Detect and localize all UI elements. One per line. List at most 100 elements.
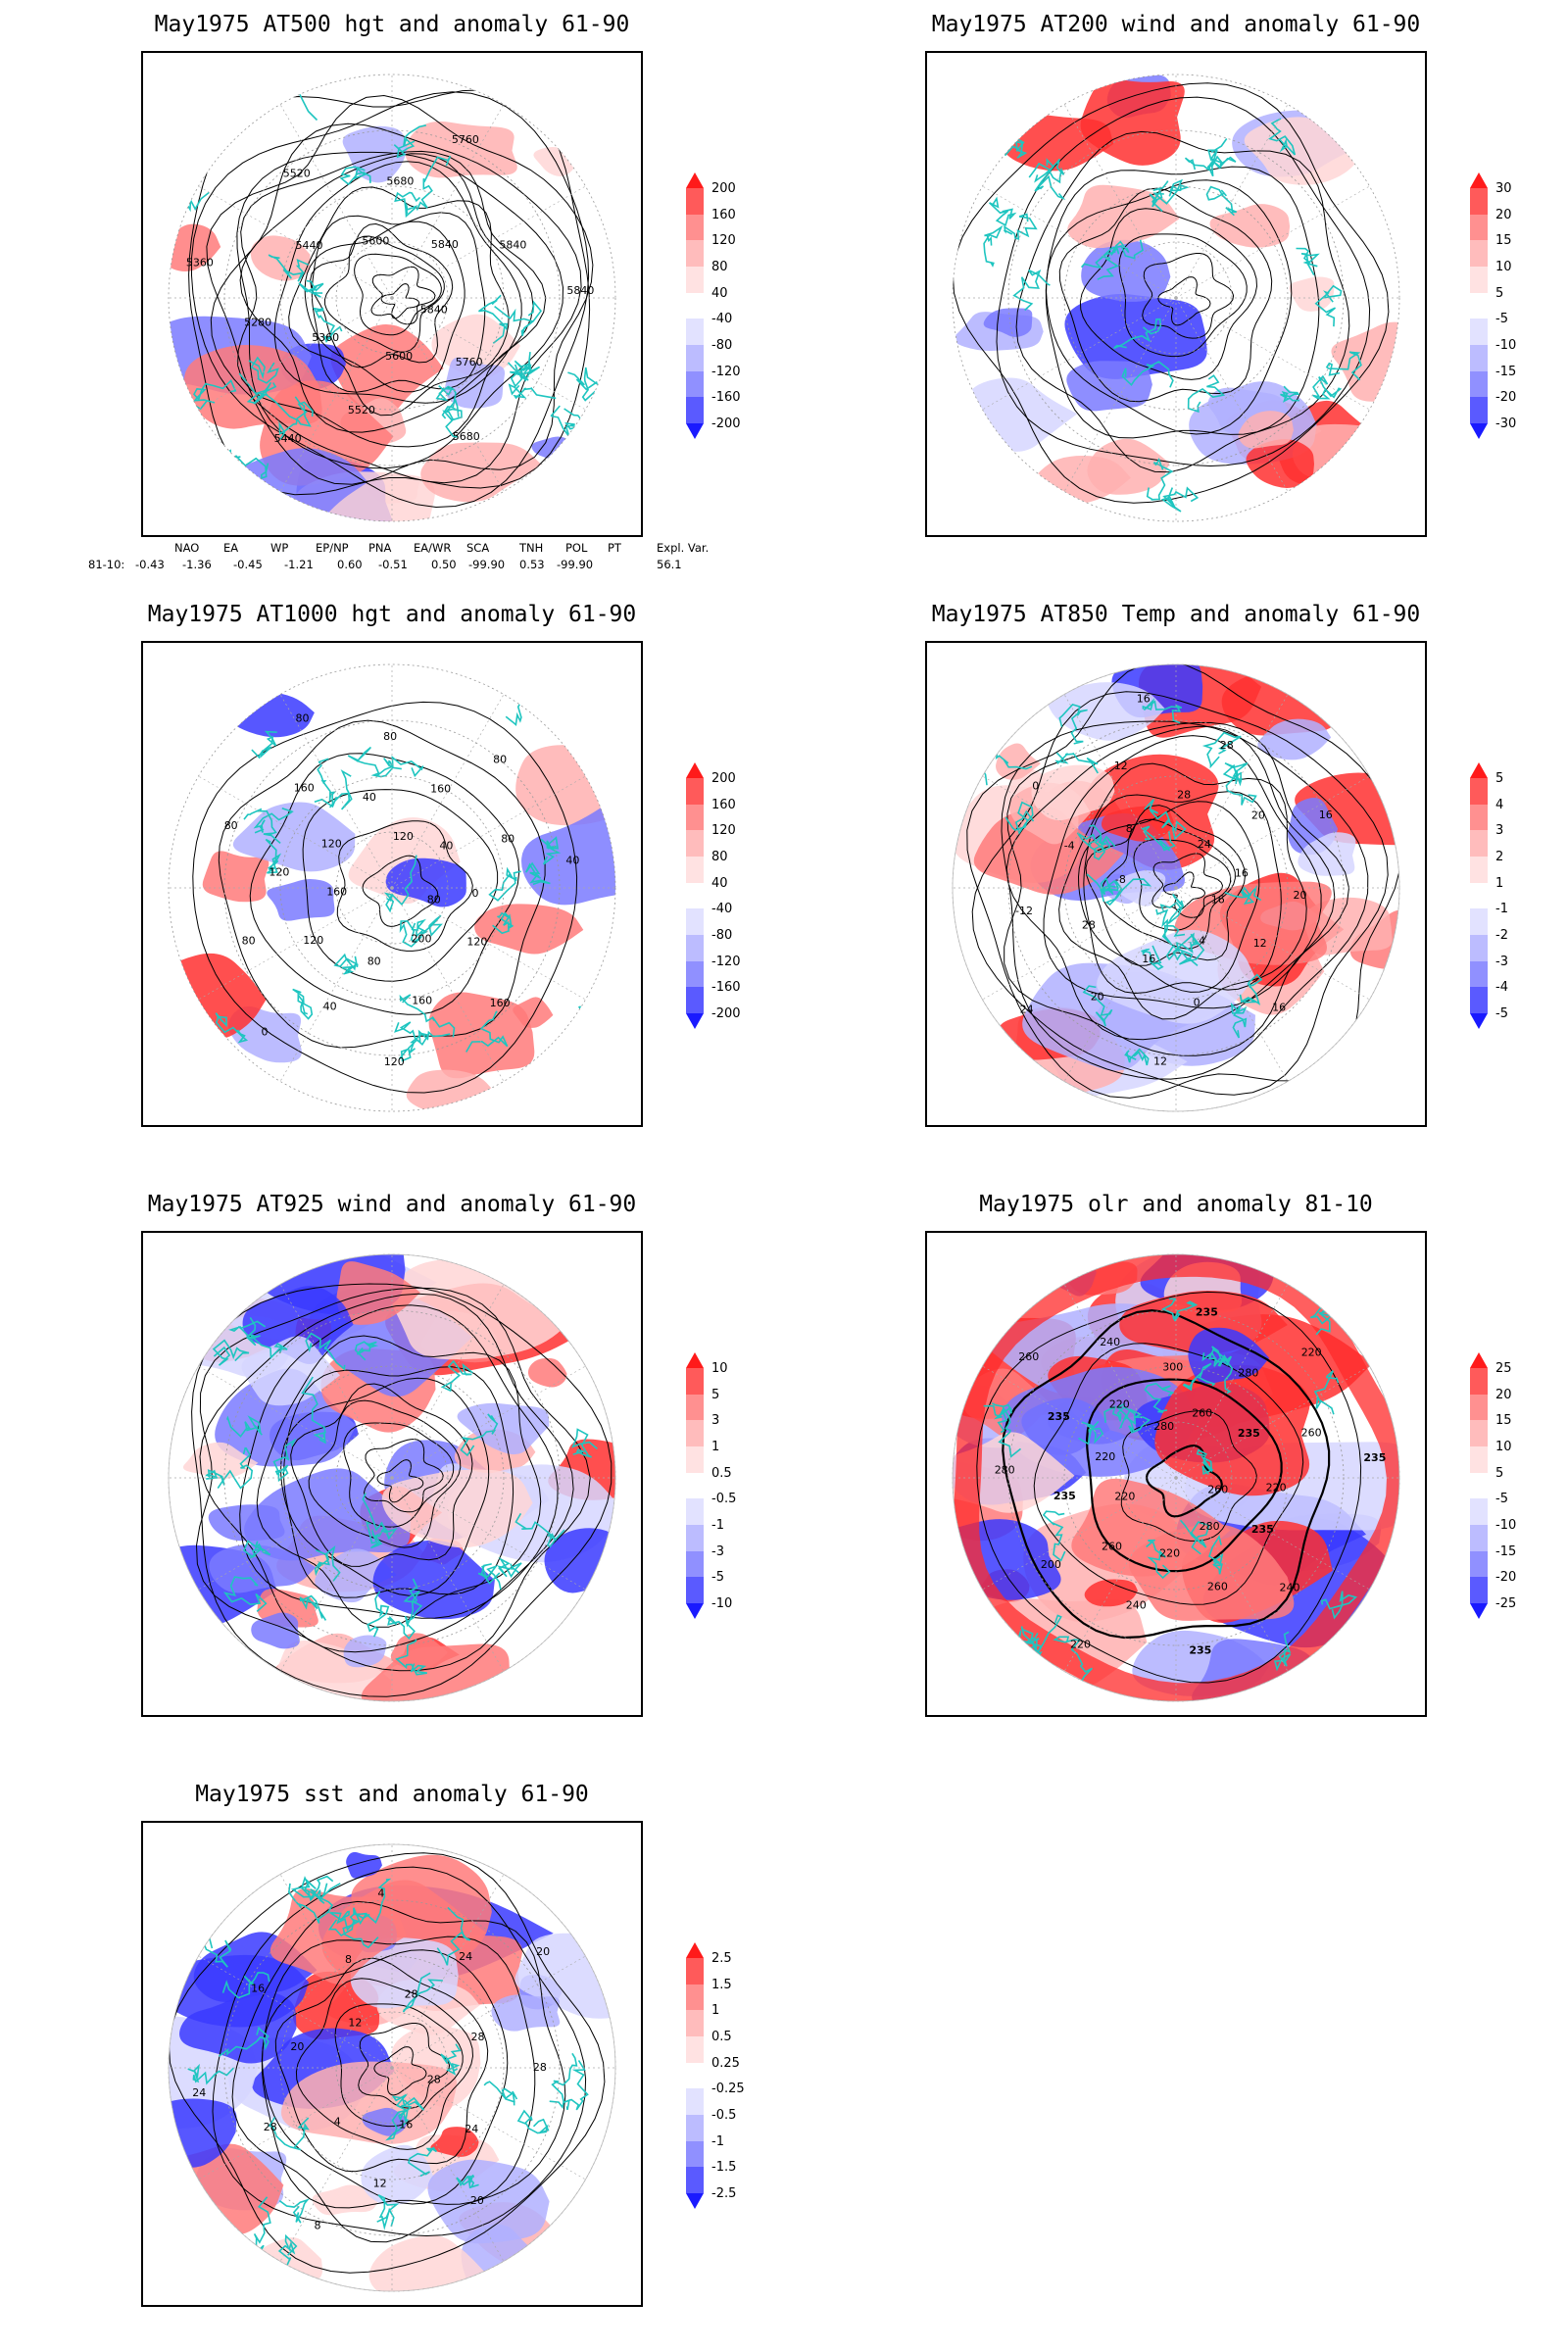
colorbar-label: -2 — [1495, 928, 1508, 943]
contour-label: 20 — [470, 2194, 484, 2207]
contour-label: 28 — [1220, 739, 1234, 752]
colorbar-segment — [686, 2167, 704, 2194]
contour-label: 0 — [1194, 996, 1200, 1008]
contour-label: 260 — [1018, 1350, 1039, 1363]
colorbar-label: -2.5 — [711, 2186, 737, 2201]
colorbar-label: -0.25 — [711, 2082, 745, 2097]
colorbar-segment — [1470, 1420, 1488, 1447]
polar-map — [925, 51, 1427, 537]
colorbar-label: 1.5 — [711, 1977, 732, 1992]
contour-label: 24 — [1198, 838, 1211, 851]
colorbar-label: 10 — [711, 1361, 728, 1376]
contour-label: 16 — [1211, 894, 1225, 906]
colorbar-segment — [686, 857, 704, 884]
contour-label: 235 — [1238, 1427, 1260, 1440]
contour-label: 5840 — [566, 284, 594, 297]
contour-label: 5360 — [186, 256, 214, 269]
colorbar-segment — [686, 2010, 704, 2037]
colorbar-segment — [1470, 882, 1488, 909]
colorbar-label: 1 — [1495, 875, 1504, 891]
contour-label: 5840 — [431, 238, 459, 251]
contour-label: 80 — [224, 819, 238, 832]
contour-label: 8 — [1126, 822, 1133, 835]
colorbar-segment — [1470, 214, 1488, 241]
contour-label: 80 — [383, 730, 397, 743]
contour-label: 4 — [377, 1887, 384, 1900]
col-eawr: EA/WR — [414, 541, 452, 555]
contour-label: 5760 — [456, 356, 483, 368]
colorbar-segment — [1470, 830, 1488, 858]
colorbar-segment — [686, 397, 704, 424]
colorbar-label: -20 — [1495, 390, 1517, 406]
contour-label: 5600 — [385, 350, 413, 363]
panel-at925-wind: May1975 AT925 wind and anomaly 61-90 — [141, 1192, 643, 1717]
colorbar-label: -30 — [1495, 416, 1517, 431]
colorbar-segment — [686, 882, 704, 909]
colorbar-label: 20 — [1495, 1387, 1512, 1402]
colorbar-label: -3 — [711, 1544, 724, 1559]
contour-label: 40 — [323, 1001, 337, 1013]
colorbar-segment — [1470, 397, 1488, 424]
contour-label: 20 — [1251, 809, 1265, 822]
colorbar-segment — [1470, 1498, 1488, 1526]
colorbar-hgt-2: 200 160 120 80 40 -40 -80 -120 -160 -200 — [686, 762, 741, 1029]
colorbar-label: -1.5 — [711, 2160, 737, 2176]
val-epnp: -1.21 — [284, 558, 314, 571]
colorbar-bottom-arrow — [686, 1603, 704, 1619]
contour-label: 16 — [1235, 866, 1249, 879]
val-pna: 0.60 — [337, 558, 363, 571]
contour-label: 200 — [1041, 1558, 1061, 1571]
contour-label: 28 — [533, 2061, 547, 2074]
contour-label: 260 — [1192, 1407, 1212, 1420]
colorbar-segment — [686, 935, 704, 962]
contour-label: 80 — [242, 935, 256, 948]
val-eawr: -0.51 — [378, 558, 408, 571]
colorbar-label: 2 — [1495, 850, 1504, 864]
contour-label: 280 — [1200, 1520, 1220, 1533]
polar-map: 260 235 240 280 260 235 220 240 220 260 200 220 235 2… — [925, 1231, 1427, 1717]
colorbar-segment — [1470, 1394, 1488, 1421]
contour-label: 240 — [1126, 1599, 1147, 1612]
contour-label: 20 — [1294, 889, 1307, 902]
colorbar-segment — [686, 2115, 704, 2142]
colorbar-label: 15 — [1495, 233, 1512, 249]
contour-label: 28 — [405, 1987, 418, 2000]
contour-label: 20 — [536, 1945, 550, 1958]
colorbar-label: -15 — [1495, 1544, 1517, 1559]
polar-stereographic-plot — [168, 1253, 616, 1702]
colorbar-top-arrow — [686, 762, 704, 778]
contour-label: 28 — [1177, 789, 1191, 802]
colorbar-segment — [686, 778, 704, 806]
colorbar-label: -0.5 — [711, 1492, 737, 1507]
colorbar-segment — [686, 318, 704, 346]
contour-label: 300 — [1162, 1361, 1183, 1374]
colorbar-segment — [686, 1958, 704, 1985]
colorbar-bottom-arrow — [686, 423, 704, 439]
colorbar-wind925: 10 5 3 1 0.5 -0.5 -1 -3 -5 -10 — [686, 1352, 736, 1619]
colorbar-label: -5 — [711, 1570, 724, 1586]
contour-label: 220 — [1114, 1491, 1135, 1503]
contour-label: 80 — [493, 754, 507, 766]
colorbar-label: 1 — [711, 1440, 720, 1454]
colorbar-segment — [686, 1577, 704, 1604]
contour-label: 220 — [1095, 1450, 1115, 1463]
panel-sst: May1975 sst and anomaly 61-90 28 24 20 16 12… — [141, 1782, 643, 2307]
contour-label: 40 — [439, 840, 453, 853]
colorbar-label: 40 — [711, 875, 728, 891]
val-ea: -1.36 — [182, 558, 212, 571]
contour-label: 200 — [412, 933, 432, 946]
colorbar-label: 0.5 — [711, 2030, 732, 2044]
contour-label: 5440 — [274, 432, 302, 445]
contour-label: -4 — [1064, 839, 1075, 852]
contour-label: 4 — [1199, 934, 1205, 947]
colorbar-label: -3 — [1495, 954, 1508, 969]
colorbar-label: -40 — [711, 312, 733, 327]
colorbar-label: -15 — [1495, 364, 1517, 379]
contour-label: 12 — [1114, 760, 1128, 772]
col-sca: SCA — [466, 541, 490, 555]
contour-label: 240 — [1100, 1336, 1120, 1348]
contour-label: 20 — [1091, 990, 1104, 1003]
contour-label: 280 — [1153, 1420, 1174, 1433]
colorbar-label: -10 — [711, 1596, 733, 1611]
colorbar-label: -80 — [711, 928, 733, 943]
